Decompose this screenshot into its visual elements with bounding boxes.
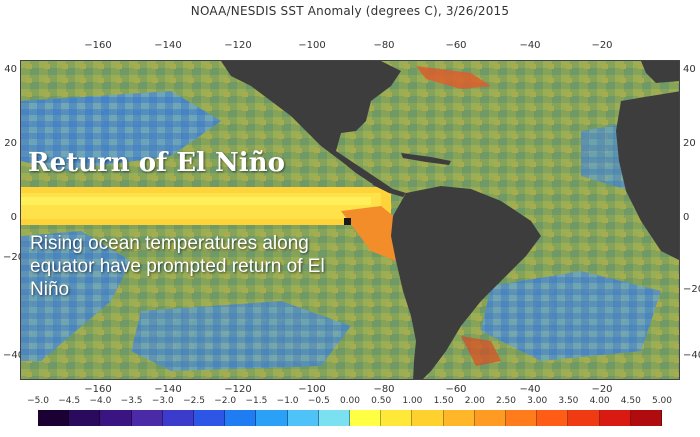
galapagos xyxy=(344,218,351,225)
overlay-body: Rising ocean temperatures along equator … xyxy=(30,233,325,300)
legend-label: 3.50 xyxy=(558,396,579,406)
lat-label: 40 xyxy=(683,64,696,75)
map-svg xyxy=(21,61,679,379)
legend-label: 5.00 xyxy=(651,396,673,406)
legend-label: −0.5 xyxy=(307,396,330,406)
lon-label: −20 xyxy=(591,40,613,51)
legend-label: −2.5 xyxy=(183,396,205,406)
legend-label: 2.00 xyxy=(464,396,485,406)
lat-label: 20 xyxy=(683,138,696,149)
legend-swatch xyxy=(131,410,163,426)
lon-label: −120 xyxy=(224,384,252,395)
lat-label: −40 xyxy=(683,350,700,361)
lon-label: −40 xyxy=(519,40,541,51)
lon-label: −140 xyxy=(154,384,182,395)
lon-label: −60 xyxy=(445,40,467,51)
legend-swatch xyxy=(506,410,538,426)
color-scale-legend xyxy=(38,410,662,426)
legend-label: −5.0 xyxy=(27,396,49,406)
lon-label: −40 xyxy=(519,384,541,395)
sst-anomaly-map xyxy=(20,60,680,380)
legend-swatch xyxy=(537,410,569,426)
africa xyxy=(616,91,679,260)
iberia xyxy=(641,61,679,83)
lon-label: −100 xyxy=(298,384,326,395)
legend-label: 2.50 xyxy=(495,396,517,406)
legend-swatch xyxy=(225,410,257,426)
lat-label: 0 xyxy=(683,212,690,223)
legend-swatch xyxy=(474,410,506,426)
cool-anomaly-regions xyxy=(21,91,671,371)
legend-swatch xyxy=(630,410,662,426)
legend-label: −1.5 xyxy=(245,396,268,406)
caribbean-islands xyxy=(401,153,451,165)
lon-label: −80 xyxy=(373,384,395,395)
legend-swatch xyxy=(69,410,101,426)
equatorial-warm-band xyxy=(21,187,406,261)
legend-label: 0.50 xyxy=(371,396,392,406)
legend-label: 0.00 xyxy=(339,396,361,406)
lon-label: −160 xyxy=(84,40,112,51)
legend-label: −1.0 xyxy=(276,396,299,406)
legend-swatch xyxy=(287,410,319,426)
legend-swatch xyxy=(350,410,382,426)
legend-label: 4.50 xyxy=(620,396,641,406)
lon-label: −80 xyxy=(373,40,395,51)
lon-label: −60 xyxy=(445,384,467,395)
lat-label: −20 xyxy=(3,252,25,263)
legend-label: 4.00 xyxy=(589,396,610,406)
legend-swatch xyxy=(318,410,350,426)
legend-label: −2.0 xyxy=(214,396,237,406)
north-america xyxy=(221,61,401,186)
south-america xyxy=(391,186,541,379)
legend-swatch xyxy=(381,410,413,426)
lat-label: −20 xyxy=(683,284,700,295)
legend-label: 1.00 xyxy=(402,396,423,406)
legend-swatch xyxy=(412,410,444,426)
lon-label: −160 xyxy=(84,384,112,395)
lat-label: 40 xyxy=(4,64,17,75)
legend-swatch xyxy=(443,410,475,426)
lat-label: 0 xyxy=(10,212,17,223)
legend-label: −4.0 xyxy=(89,396,112,406)
legend-label: −3.5 xyxy=(120,396,143,406)
land-masses xyxy=(221,61,679,379)
legend-swatch xyxy=(256,410,288,426)
legend-label: −4.5 xyxy=(58,396,81,406)
lon-label: −140 xyxy=(154,40,182,51)
legend-swatch xyxy=(599,410,631,426)
coastal-warm-spots xyxy=(416,66,501,366)
legend-label: 1.50 xyxy=(433,396,454,406)
map-title: NOAA/NESDIS SST Anomaly (degrees C), 3/2… xyxy=(190,4,510,18)
overlay-heading: Return of El Niño xyxy=(28,148,285,178)
legend-swatch xyxy=(162,410,194,426)
legend-label: −3.0 xyxy=(151,396,174,406)
legend-swatch xyxy=(568,410,600,426)
legend-swatch xyxy=(100,410,132,426)
legend-swatch xyxy=(194,410,226,426)
lon-label: −120 xyxy=(224,40,252,51)
lat-label: 20 xyxy=(4,138,17,149)
central-america xyxy=(366,171,406,197)
lat-label: −40 xyxy=(3,350,25,361)
legend-label: 3.00 xyxy=(527,396,548,406)
legend-swatch xyxy=(38,410,70,426)
lon-label: −20 xyxy=(591,384,613,395)
lon-label: −100 xyxy=(298,40,326,51)
